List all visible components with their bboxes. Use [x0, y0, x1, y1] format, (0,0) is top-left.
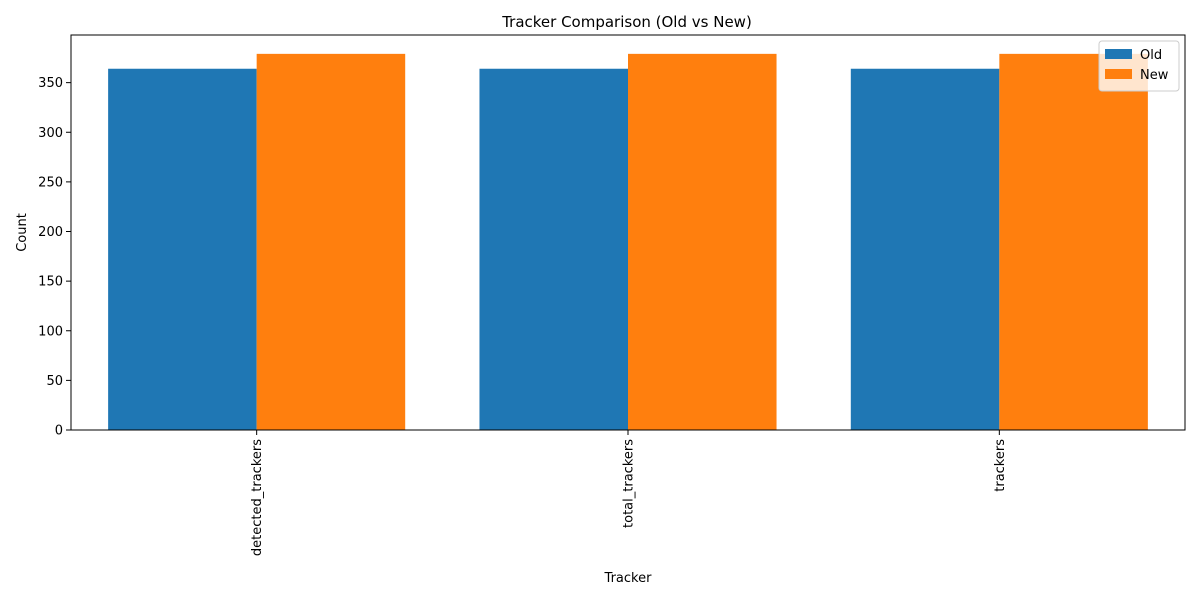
bar-old-total_trackers: [479, 68, 628, 431]
bar-old-detected_trackers: [108, 68, 257, 431]
y-tick-label: 200: [38, 225, 63, 240]
bar-new-total_trackers: [628, 53, 777, 431]
bar-new-detected_trackers: [256, 53, 406, 431]
legend-box: [1098, 40, 1180, 92]
y-axis-label: Count: [15, 213, 30, 252]
bar-old-trackers: [850, 68, 1000, 431]
y-tick-label: 300: [38, 126, 63, 141]
x-tick-label-total_trackers: total_trackers: [622, 439, 637, 528]
legend-label-new: New: [1140, 68, 1169, 83]
y-axis: 0 50 100 150 200 250 300 350: [38, 76, 71, 439]
y-tick-label: 100: [38, 324, 63, 339]
bar-new-trackers: [999, 53, 1148, 431]
legend-label-old: Old: [1140, 48, 1162, 63]
y-tick-label: 50: [46, 374, 63, 389]
y-tick-label: 150: [38, 275, 63, 290]
y-tick-label: 250: [38, 175, 63, 190]
x-axis-label: Tracker: [604, 571, 653, 586]
legend-swatch-old: [1105, 49, 1132, 59]
bars-layer: [108, 53, 1148, 431]
x-axis: detected_trackers total_trackers trackers: [250, 430, 1008, 556]
y-tick-label: 0: [55, 424, 63, 439]
plot-frame: [70, 34, 1186, 431]
legend-swatch-new: [1105, 69, 1132, 79]
x-tick-label-trackers: trackers: [993, 439, 1008, 492]
y-tick-label: 350: [38, 76, 63, 91]
legend: Old New: [1098, 40, 1180, 92]
chart-title: Tracker Comparison (Old vs New): [501, 13, 752, 31]
x-tick-label-detected_trackers: detected_trackers: [250, 439, 265, 556]
